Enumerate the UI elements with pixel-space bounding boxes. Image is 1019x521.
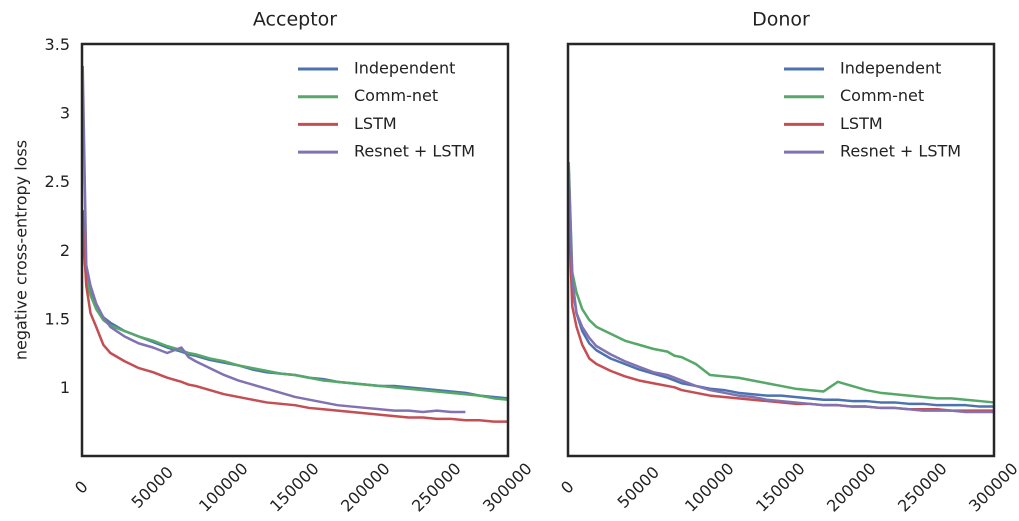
y-tick-label: 1 bbox=[60, 378, 70, 397]
series-line bbox=[567, 210, 994, 412]
x-tick-label: 300000 bbox=[479, 459, 536, 516]
chart-title: Acceptor bbox=[253, 9, 337, 31]
plot-frame bbox=[80, 42, 510, 458]
x-tick-label: 0 bbox=[71, 477, 92, 498]
y-tick-label: 2.5 bbox=[45, 172, 70, 191]
x-tick-label: 250000 bbox=[894, 459, 951, 516]
x-tick-label: 250000 bbox=[408, 459, 465, 516]
legend-label: Comm-net bbox=[840, 86, 924, 105]
series-line bbox=[81, 223, 508, 423]
x-tick-label: 200000 bbox=[337, 459, 394, 516]
legend-label: Independent bbox=[840, 59, 941, 78]
series-line bbox=[567, 162, 995, 404]
y-tick-label: 3.5 bbox=[45, 35, 70, 54]
series-line bbox=[81, 65, 466, 414]
x-tick-label: 50000 bbox=[614, 463, 663, 512]
legend-label: Comm-net bbox=[354, 86, 438, 105]
x-tick-label: 100000 bbox=[681, 459, 738, 516]
x-tick-label: 100000 bbox=[195, 459, 252, 516]
y-tick-label: 3 bbox=[60, 104, 70, 123]
y-axis-label: negative cross-entropy loss bbox=[12, 140, 31, 360]
x-tick-label: 200000 bbox=[823, 459, 880, 516]
legend-label: Independent bbox=[354, 59, 455, 78]
y-tick-label: 1.5 bbox=[45, 310, 70, 329]
chart-title: Donor bbox=[752, 9, 810, 31]
x-tick-label: 150000 bbox=[266, 459, 323, 516]
x-tick-label: 150000 bbox=[752, 459, 809, 516]
x-tick-label: 300000 bbox=[965, 459, 1019, 516]
legend-label: Resnet + LSTM bbox=[354, 142, 475, 161]
plot-frame bbox=[566, 42, 996, 458]
legend-label: LSTM bbox=[354, 114, 397, 133]
y-tick-label: 2 bbox=[60, 241, 70, 260]
x-tick-label: 0 bbox=[557, 477, 578, 498]
series-line bbox=[567, 168, 994, 414]
series-line bbox=[567, 196, 994, 408]
legend-label: Resnet + LSTM bbox=[840, 142, 961, 161]
series-line bbox=[81, 237, 509, 401]
x-tick-label: 50000 bbox=[128, 463, 177, 512]
legend-label: LSTM bbox=[840, 114, 883, 133]
